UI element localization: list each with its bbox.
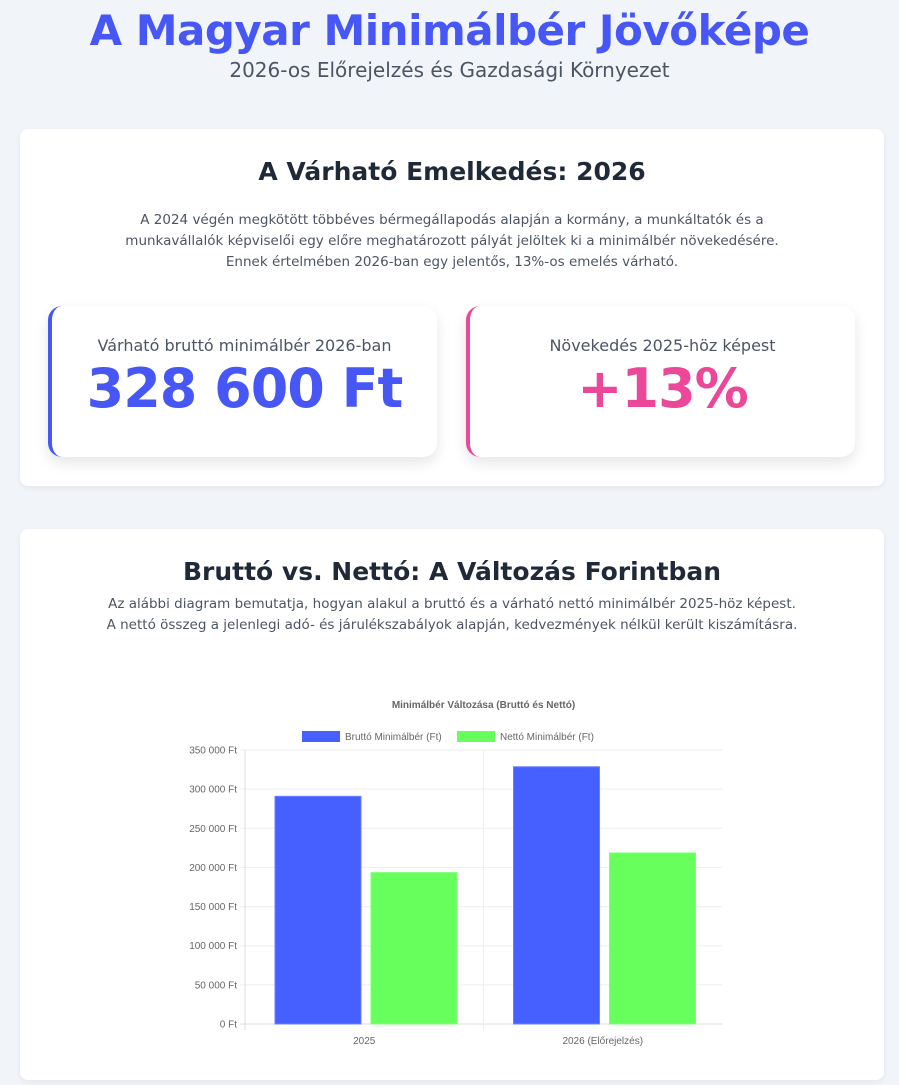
chart-title: Minimálbér Változása (Bruttó és Nettó) [392,700,575,711]
stat-label: Várható bruttó minimálbér 2026-ban [97,336,392,355]
y-tick-label: 100 000 Ft [189,941,237,952]
section-title: A Várható Emelkedés: 2026 [258,157,646,186]
legend-swatch [457,731,495,742]
section-title: Bruttó vs. Nettó: A Változás Forintban [182,557,722,586]
page-subtitle: 2026-os Előrejelzés és Gazdasági Környez… [229,58,670,82]
y-tick-label: 0 Ft [220,1020,237,1031]
stat-gross-2026: Várható bruttó minimálbér 2026-ban 328 6… [48,306,437,457]
page-header: A Magyar Minimálbér Jövőképe 2026-os Elő… [0,0,899,82]
legend-swatch [302,731,340,742]
chart-card: Bruttó vs. Nettó: A Változás Forintban A… [20,529,884,1080]
stat-label: Növekedés 2025-höz képest [549,336,776,355]
y-tick-label: 300 000 Ft [189,785,237,796]
page-title: A Magyar Minimálbér Jövőképe [89,6,810,55]
y-tick-label: 350 000 Ft [189,746,237,757]
stat-value: 328 600 Ft [86,357,404,420]
y-tick-label: 200 000 Ft [189,863,237,874]
y-tick-label: 250 000 Ft [189,824,237,835]
y-tick-label: 50 000 Ft [195,980,237,991]
bar-chart: Minimálbér Változása (Bruttó és Nettó) Br… [189,700,722,1047]
section-description: A 2024 végén megkötött többéves bérmegál… [125,212,779,270]
legend-label: Nettó Minimálbér (Ft) [500,732,594,743]
stat-growth: Növekedés 2025-höz képest +13% [466,306,855,457]
bar-gross [513,766,600,1025]
bar-net [370,872,458,1025]
bar-net [609,852,696,1025]
section-description: Az alábbi diagram bemutatja, hogyan alak… [106,596,798,633]
x-tick-label: 2026 (Előrejelzés) [562,1036,643,1047]
legend-label: Bruttó Minimálbér (Ft) [345,732,442,743]
y-tick-label: 150 000 Ft [189,902,237,913]
x-tick-label: 2025 [353,1036,376,1047]
increase-card: A Várható Emelkedés: 2026 A 2024 végén m… [20,129,884,486]
bar-gross [274,795,362,1025]
stat-value: +13% [577,357,749,420]
